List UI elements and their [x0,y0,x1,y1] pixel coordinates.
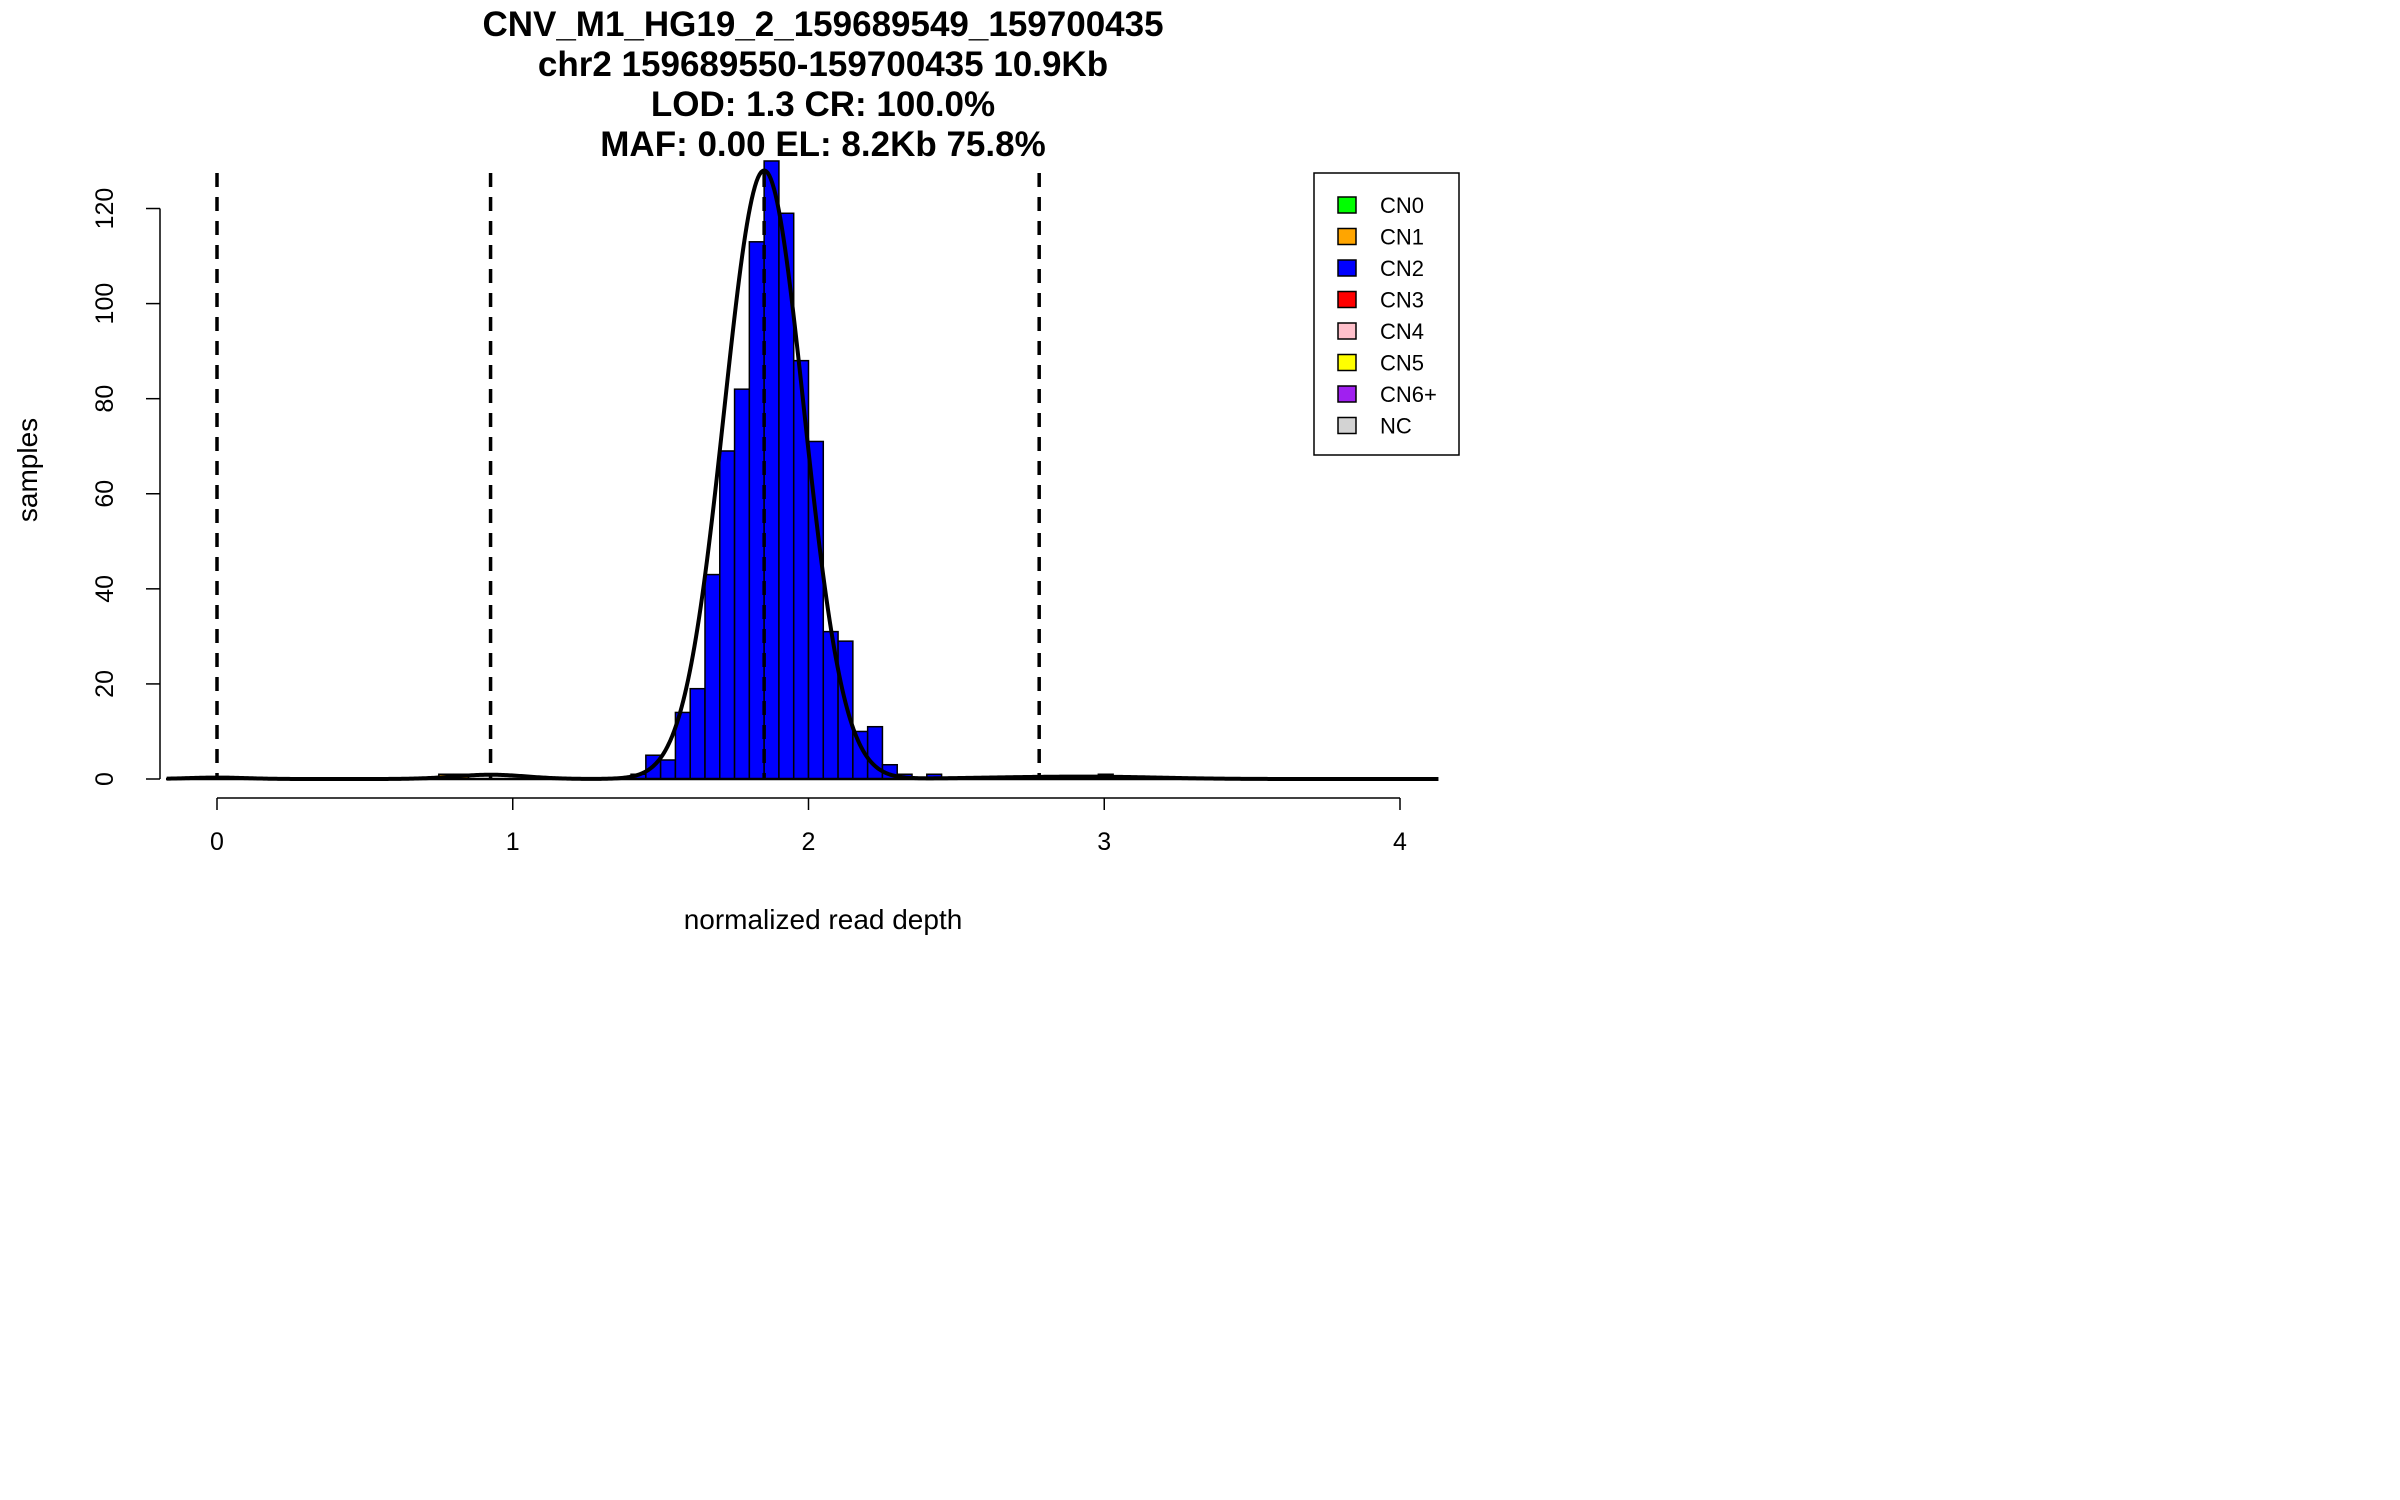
x-tick-label-1: 1 [506,828,520,856]
y-axis-label: samples [12,418,43,522]
legend-swatch-cn0 [1337,196,1357,214]
title-line-2: chr2 159689550-159700435 10.9Kb [538,45,1108,84]
histogram-bar-2 [659,759,677,780]
legend-label-nc: NC [1380,414,1412,439]
legend-swatch-cn3 [1337,290,1357,309]
histogram-bars [438,160,1114,780]
legend-label-cn5: CN5 [1380,351,1424,376]
y-tick-label-1: 20 [91,670,119,698]
legend-label-cn2: CN2 [1380,256,1424,281]
legend-label-cn3: CN3 [1380,288,1424,313]
legend-label-cn0: CN0 [1380,193,1424,218]
legend-swatch-cn5 [1337,353,1357,372]
legend-swatch-cn6plus [1337,385,1357,403]
title-line-1: CNV_M1_HG19_2_159689549_159700435 [482,5,1163,44]
y-tick-label-0: 0 [91,772,119,786]
y-tick-label-5: 100 [91,283,119,325]
histogram-bar-6 [719,450,736,780]
x-tick-label-2: 2 [802,828,816,856]
title-line-3: LOD: 1.3 CR: 100.0% [651,85,995,124]
x-tick-label-0: 0 [210,828,224,856]
chart-container: CNV_M1_HG19_2_159689549_159700435 chr2 1… [0,0,1568,980]
legend-swatch-cn1 [1337,227,1357,246]
x-tick-label-4: 4 [1393,828,1407,856]
legend-swatch-nc [1337,416,1357,435]
x-axis: 0 1 2 3 4 [166,777,1437,856]
legend: CN0 CN1 CN2 CN3 CN4 CN5 CN6+ NC [1313,172,1460,456]
histogram-bar-4 [689,687,706,780]
legend-label-cn6plus: CN6+ [1380,382,1437,407]
legend-box [1313,172,1460,456]
histogram-bar-9 [763,160,780,780]
y-tick-label-2: 40 [91,575,119,603]
x-tick-label-3: 3 [1097,828,1111,856]
histogram-bar-12 [807,440,825,780]
y-tick-label-3: 60 [91,480,119,508]
threshold-lines [215,173,1041,779]
legend-label-cn4: CN4 [1380,319,1424,344]
x-axis-label: normalized read depth [684,904,963,935]
histogram-bar-5 [704,573,721,780]
title-line-4: MAF: 0.00 EL: 8.2Kb 75.8% [600,125,1045,164]
y-tick-label-4: 80 [91,385,119,413]
y-axis: 0 20 40 60 80 100 120 [91,188,161,786]
chart-title: CNV_M1_HG19_2_159689549_159700435 chr2 1… [482,5,1163,164]
legend-swatch-cn4 [1337,322,1357,340]
legend-swatch-cn2 [1337,259,1357,277]
y-tick-label-6: 120 [91,188,119,230]
histogram-bar-7 [733,388,751,780]
legend-label-cn1: CN1 [1380,225,1424,250]
histogram-bar-8 [748,241,765,780]
histogram-chart: CNV_M1_HG19_2_159689549_159700435 chr2 1… [12,5,1460,935]
